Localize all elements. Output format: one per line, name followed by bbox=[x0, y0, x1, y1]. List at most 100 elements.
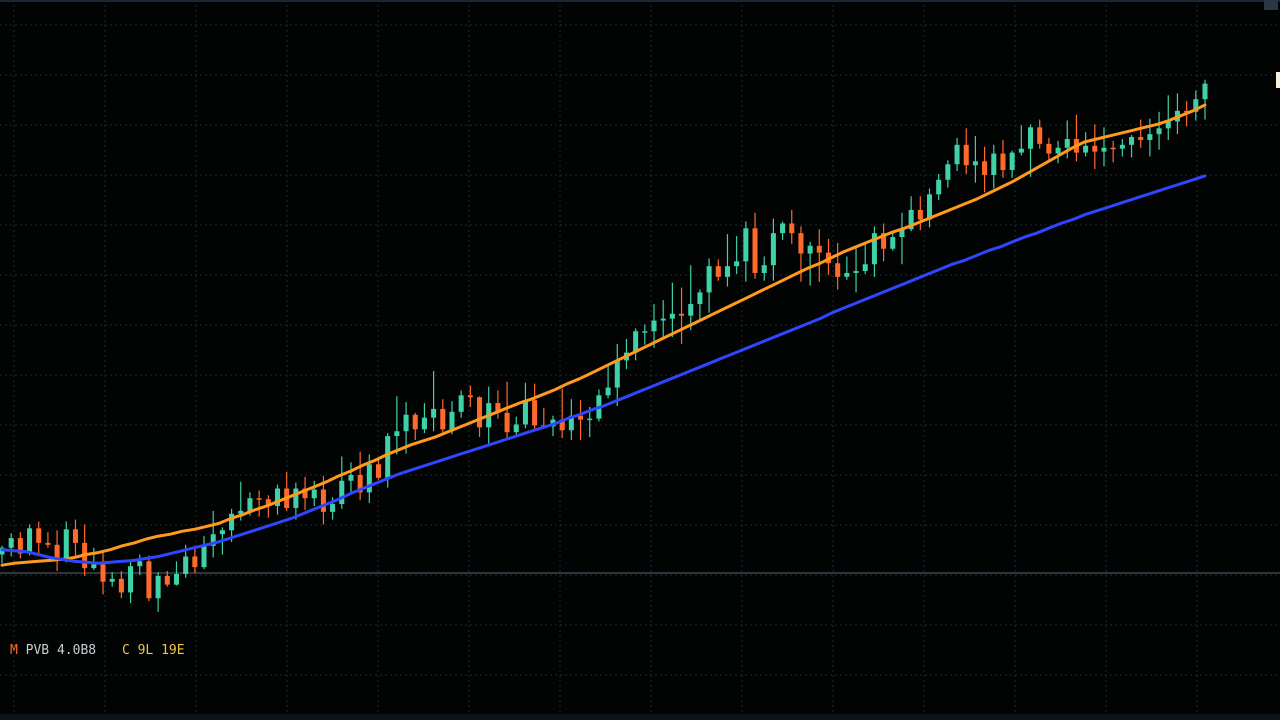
candle bbox=[118, 571, 124, 599]
candle bbox=[743, 221, 749, 282]
candle-body bbox=[734, 261, 740, 267]
candle-body bbox=[1110, 147, 1116, 150]
candle-body bbox=[743, 228, 749, 262]
candle-body bbox=[954, 144, 960, 165]
candle-body bbox=[982, 161, 988, 175]
candle bbox=[1083, 132, 1089, 157]
candle-body bbox=[605, 387, 611, 396]
candle bbox=[100, 552, 106, 595]
candle-body bbox=[477, 397, 483, 428]
candle bbox=[1092, 124, 1098, 170]
candle bbox=[63, 521, 69, 563]
candle bbox=[688, 265, 694, 331]
candle-body bbox=[669, 313, 675, 319]
candle-body bbox=[679, 313, 685, 316]
legend-item-1-prefix: M bbox=[10, 643, 18, 658]
top-border bbox=[0, 0, 1280, 2]
candle-body bbox=[100, 564, 106, 582]
candle bbox=[752, 212, 758, 279]
candle-body bbox=[568, 415, 574, 431]
candle bbox=[293, 482, 299, 520]
candle-body bbox=[807, 245, 813, 254]
candle bbox=[991, 144, 997, 189]
candle bbox=[17, 532, 23, 559]
candle-body bbox=[274, 488, 281, 506]
candle-body bbox=[8, 538, 14, 548]
candle bbox=[91, 547, 97, 571]
candle-body bbox=[789, 223, 795, 234]
candle bbox=[467, 385, 473, 407]
candle-body bbox=[1046, 143, 1052, 154]
candle-body bbox=[238, 510, 244, 514]
candle-body bbox=[173, 573, 180, 585]
candle-body bbox=[155, 575, 161, 599]
candle-body bbox=[1037, 127, 1043, 144]
candle bbox=[578, 400, 584, 440]
candle bbox=[357, 451, 363, 501]
candle bbox=[1046, 138, 1052, 162]
candle bbox=[532, 383, 538, 430]
candle-body bbox=[201, 545, 207, 568]
candle-body bbox=[1165, 121, 1171, 129]
candle bbox=[1174, 93, 1180, 135]
candle-body bbox=[348, 474, 354, 481]
candle bbox=[72, 519, 78, 558]
candle bbox=[605, 365, 611, 399]
candle bbox=[1018, 125, 1024, 156]
candle-body bbox=[532, 400, 538, 426]
candle-body bbox=[761, 265, 767, 273]
candle-body bbox=[651, 320, 657, 332]
candle-body bbox=[45, 542, 51, 545]
candle bbox=[926, 188, 933, 228]
candle-body bbox=[72, 529, 78, 543]
candle bbox=[899, 212, 905, 265]
candle-body bbox=[412, 414, 418, 430]
candle-body bbox=[504, 412, 510, 433]
candle bbox=[1037, 119, 1043, 149]
candle bbox=[1138, 119, 1144, 148]
candle-body bbox=[1064, 138, 1070, 148]
candle bbox=[27, 524, 33, 556]
candle-body bbox=[311, 489, 317, 499]
candle bbox=[807, 241, 813, 286]
candle-body bbox=[403, 414, 409, 432]
candle bbox=[982, 146, 988, 193]
candle-body bbox=[936, 179, 942, 195]
candle bbox=[633, 328, 639, 361]
candle-body bbox=[109, 578, 115, 582]
candle bbox=[210, 510, 216, 558]
candle-body bbox=[917, 209, 923, 220]
candle bbox=[256, 490, 262, 517]
candle bbox=[109, 572, 115, 587]
candle bbox=[274, 484, 281, 515]
candle-body bbox=[890, 237, 896, 249]
candle bbox=[394, 396, 400, 455]
candle bbox=[862, 242, 868, 274]
candle-body bbox=[265, 499, 271, 506]
candle-body bbox=[63, 529, 69, 559]
candle bbox=[495, 390, 501, 419]
candle-body bbox=[752, 228, 758, 273]
candle-body bbox=[522, 400, 528, 425]
candle-body bbox=[835, 263, 841, 277]
candle-body bbox=[1092, 145, 1098, 152]
orange-moving-average-line bbox=[0, 103, 1207, 567]
candle-body bbox=[1193, 99, 1199, 112]
candle-body bbox=[642, 331, 648, 333]
candle bbox=[724, 234, 730, 287]
candle bbox=[375, 457, 382, 480]
candle-body bbox=[697, 292, 703, 305]
blue-moving-average-line bbox=[0, 174, 1207, 565]
window-corner-marker bbox=[1264, 0, 1278, 10]
candle bbox=[734, 236, 740, 274]
candle-body bbox=[375, 464, 382, 478]
candle-body bbox=[798, 233, 804, 254]
candle-body bbox=[366, 464, 372, 493]
candle bbox=[412, 412, 418, 440]
candle-body bbox=[27, 528, 33, 554]
candle bbox=[568, 399, 574, 440]
candle-body bbox=[899, 229, 905, 238]
